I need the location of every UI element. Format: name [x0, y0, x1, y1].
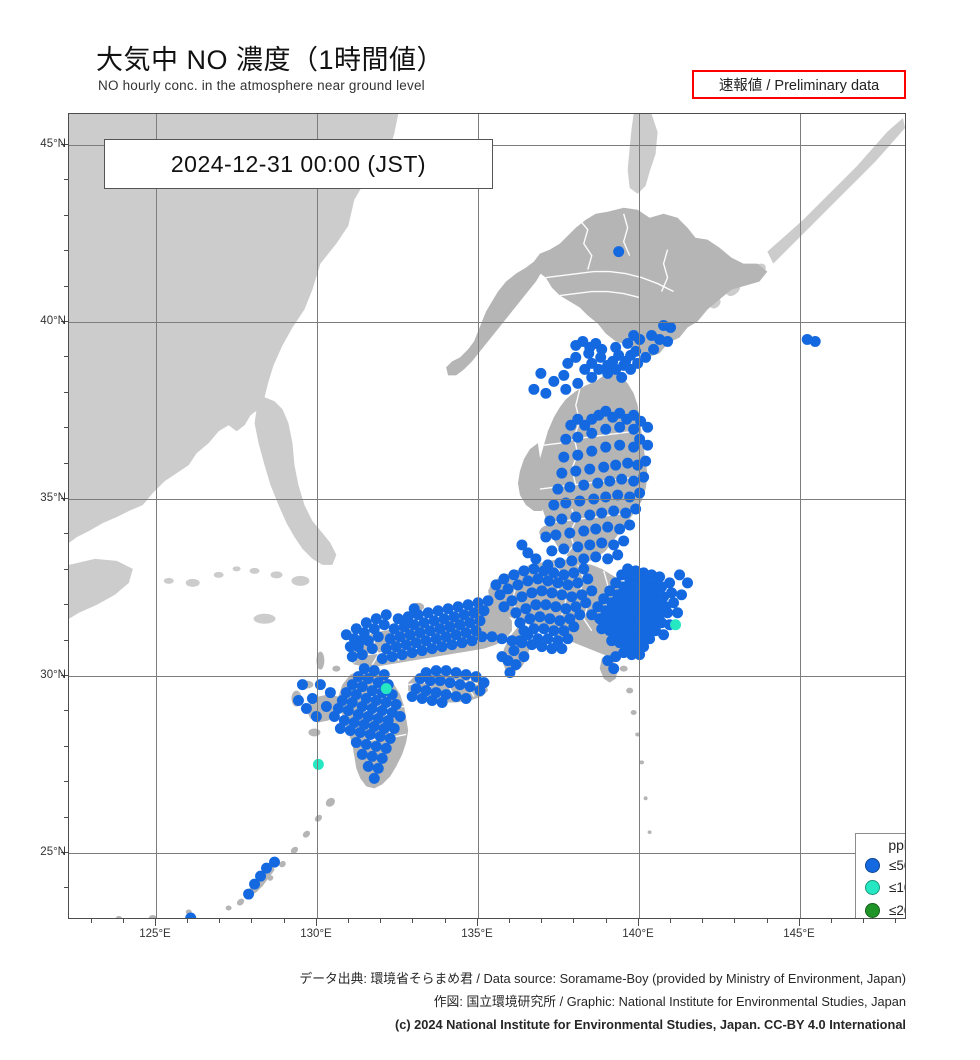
gridline-lat-25 — [69, 853, 905, 854]
xtick-major — [316, 919, 317, 926]
map-canvas[interactable]: ppb ≤50 ≤100 ≤200 ≤400 ≤600 ≤1000 — [68, 113, 906, 919]
legend-panel: ppb ≤50 ≤100 ≤200 ≤400 ≤600 ≤1000 — [855, 833, 905, 918]
legend-item[interactable]: ≤100 — [856, 877, 905, 900]
gridline-lon-140 — [639, 114, 640, 918]
ytick-label-45N: 45°N — [40, 138, 66, 150]
footer-graphic-credit: 作図: 国立環境研究所 / Graphic: National Institut… — [433, 994, 906, 1009]
ytick-minor — [64, 533, 68, 534]
xtick-label-125E: 125°E — [139, 928, 171, 940]
xtick-minor — [412, 919, 413, 923]
ytick-major — [61, 321, 68, 322]
legend-label: ≤50 — [889, 857, 905, 873]
xtick-minor — [573, 919, 574, 923]
xtick-major — [638, 919, 639, 926]
ytick-label-40N: 40°N — [40, 315, 66, 327]
legend-swatch-le50 — [865, 857, 880, 873]
ytick-minor — [64, 569, 68, 570]
page-subtitle: NO hourly conc. in the atmosphere near g… — [98, 78, 425, 93]
ytick-minor — [64, 710, 68, 711]
legend-swatch-le200 — [865, 902, 880, 918]
xtick-label-135E: 135°E — [461, 928, 493, 940]
xtick-minor — [863, 919, 864, 923]
gridline-lon-145 — [800, 114, 801, 918]
ytick-minor — [64, 427, 68, 428]
xtick-minor — [606, 919, 607, 923]
xtick-major — [799, 919, 800, 926]
xtick-label-130E: 130°E — [300, 928, 332, 940]
xtick-minor — [734, 919, 735, 923]
xtick-minor — [91, 919, 92, 923]
xtick-minor — [123, 919, 124, 923]
ytick-minor — [64, 640, 68, 641]
gridline-lon-135 — [478, 114, 479, 918]
ytick-major — [61, 144, 68, 145]
ytick-label-25N: 25°N — [40, 846, 66, 858]
xtick-minor — [348, 919, 349, 923]
xtick-label-140E: 140°E — [622, 928, 654, 940]
ytick-major — [61, 675, 68, 676]
footer-data-source: データ出典: 環境省そらまめ君 / Data source: Soramame-… — [299, 971, 906, 986]
xtick-minor — [284, 919, 285, 923]
xtick-minor — [445, 919, 446, 923]
legend-swatch-le100 — [865, 880, 880, 896]
xtick-label-145E: 145°E — [783, 928, 815, 940]
gridline-lon-125 — [156, 114, 157, 918]
xtick-minor — [702, 919, 703, 923]
xtick-minor — [509, 919, 510, 923]
xtick-minor — [541, 919, 542, 923]
gridline-lat-30 — [69, 676, 905, 677]
page-title: 大気中 NO 濃度（1時間値） — [96, 45, 445, 75]
ytick-minor — [64, 179, 68, 180]
ytick-major — [61, 852, 68, 853]
ytick-label-30N: 30°N — [40, 669, 66, 681]
ytick-major — [61, 498, 68, 499]
xtick-minor — [895, 919, 896, 923]
xtick-minor — [831, 919, 832, 923]
map-geometry — [69, 114, 905, 918]
ytick-minor — [64, 286, 68, 287]
legend-item[interactable]: ≤200 — [856, 899, 905, 918]
xtick-minor — [187, 919, 188, 923]
xtick-minor — [670, 919, 671, 923]
xtick-minor — [219, 919, 220, 923]
ytick-minor — [64, 250, 68, 251]
data-points-turquoise — [312, 619, 682, 770]
ytick-minor — [64, 463, 68, 464]
gridline-lon-130 — [317, 114, 318, 918]
timestamp-box: 2024-12-31 00:00 (JST) — [104, 139, 493, 189]
ytick-label-35N: 35°N — [40, 492, 66, 504]
xtick-major — [155, 919, 156, 926]
footer-copyright: (c) 2024 National Institute for Environm… — [394, 1017, 906, 1032]
legend-title: ppb — [888, 837, 905, 853]
xtick-major — [477, 919, 478, 926]
xtick-minor — [251, 919, 252, 923]
legend-item[interactable]: ≤50 — [856, 854, 905, 877]
xtick-minor — [380, 919, 381, 923]
ytick-minor — [64, 746, 68, 747]
legend-label: ≤200 — [889, 902, 905, 918]
gridline-lat-35 — [69, 499, 905, 500]
xtick-minor — [767, 919, 768, 923]
preliminary-data-badge: 速報値 / Preliminary data — [692, 70, 906, 99]
data-points-blue — [185, 246, 821, 918]
ytick-minor — [64, 887, 68, 888]
ytick-minor — [64, 604, 68, 605]
gridline-lat-40 — [69, 322, 905, 323]
ytick-minor — [64, 781, 68, 782]
ytick-minor — [64, 817, 68, 818]
legend-label: ≤100 — [889, 880, 905, 895]
ytick-minor — [64, 215, 68, 216]
ytick-minor — [64, 356, 68, 357]
ytick-minor — [64, 392, 68, 393]
